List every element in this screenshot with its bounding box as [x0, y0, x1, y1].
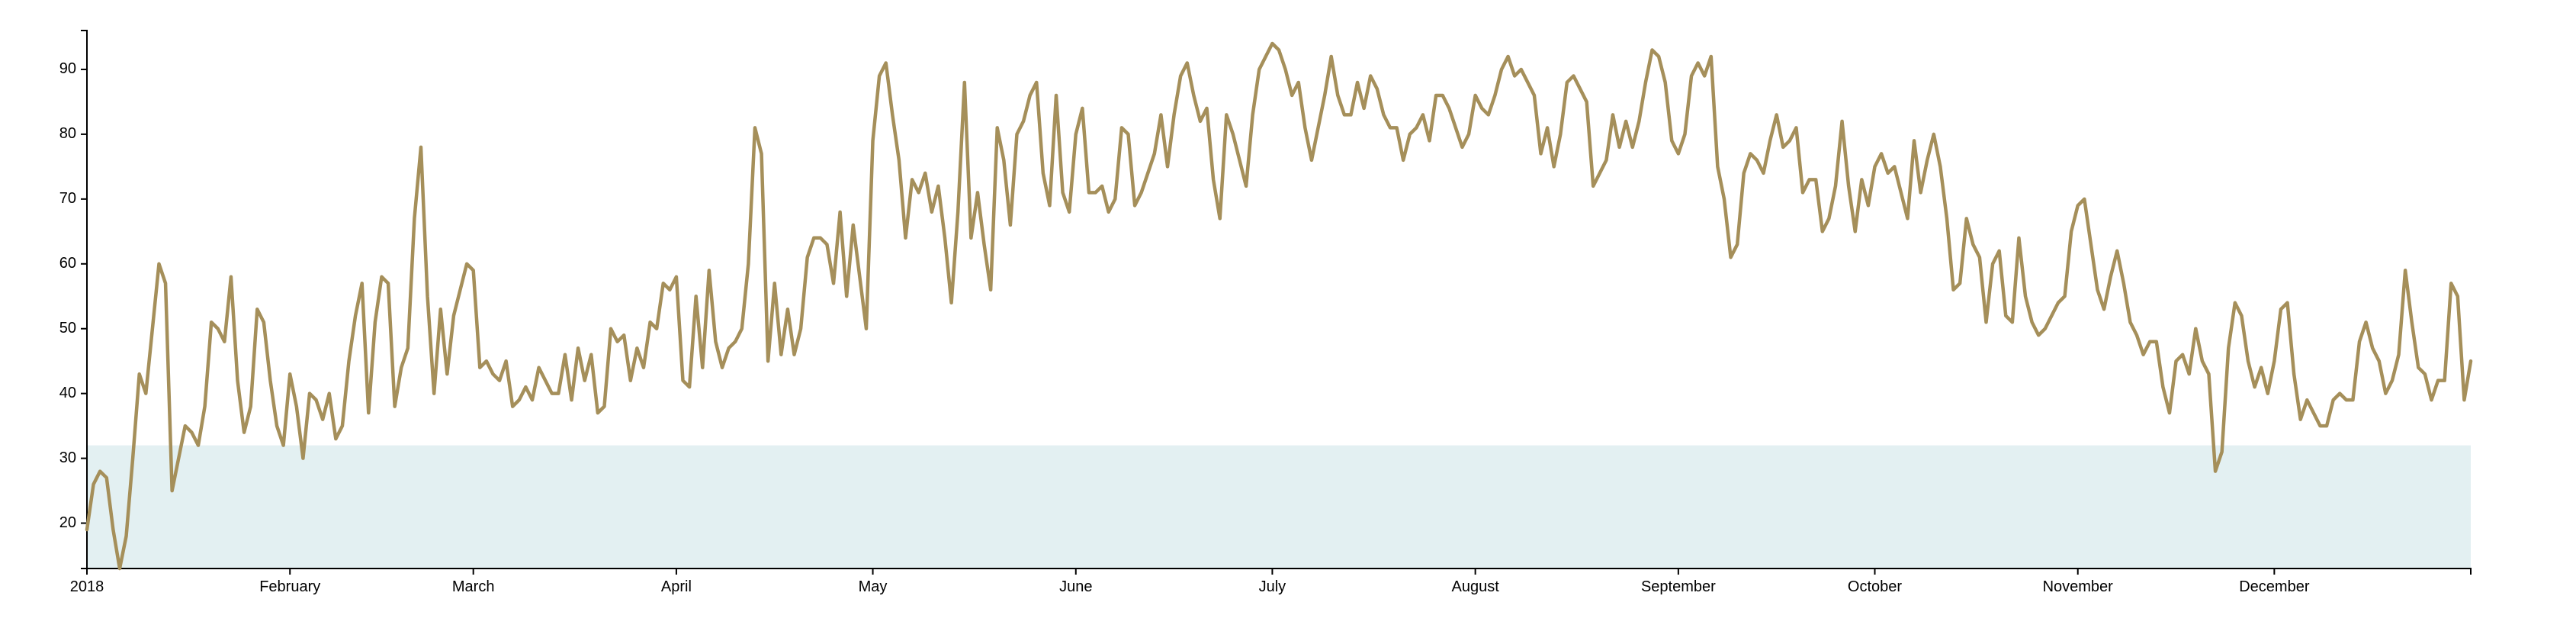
x-tick-label: September — [1641, 578, 1716, 595]
y-tick-label: 90 — [59, 60, 76, 77]
y-tick-label: 80 — [59, 125, 76, 142]
y-tick-label: 60 — [59, 255, 76, 272]
x-tick-label: October — [1848, 578, 1902, 595]
x-tick-label: November — [2043, 578, 2114, 595]
x-tick-label: May — [859, 578, 888, 595]
series-line — [85, 41, 2473, 571]
x-tick-label: March — [452, 578, 495, 595]
y-tick-label: 30 — [59, 449, 76, 466]
y-tick-label: 50 — [59, 320, 76, 337]
x-axis: 2018 February March April May June July August S… — [70, 568, 2472, 595]
x-tick-label: February — [259, 578, 320, 595]
y-axis: 20 30 40 50 60 70 80 90 — [59, 30, 88, 569]
x-tick-label: June — [1059, 578, 1092, 595]
y-tick-label: 70 — [59, 190, 76, 207]
x-tick-label: 2018 — [70, 578, 104, 595]
x-axis-line — [86, 568, 2472, 575]
y-axis-line — [81, 30, 88, 569]
y-tick-label: 20 — [59, 514, 76, 531]
x-tick-label: December — [2239, 578, 2310, 595]
x-tick-label: August — [1452, 578, 1500, 595]
x-tick-label: April — [661, 578, 692, 595]
y-tick-label: 40 — [59, 385, 76, 401]
shaded-band — [87, 445, 2471, 569]
x-tick-label: July — [1259, 578, 1286, 595]
